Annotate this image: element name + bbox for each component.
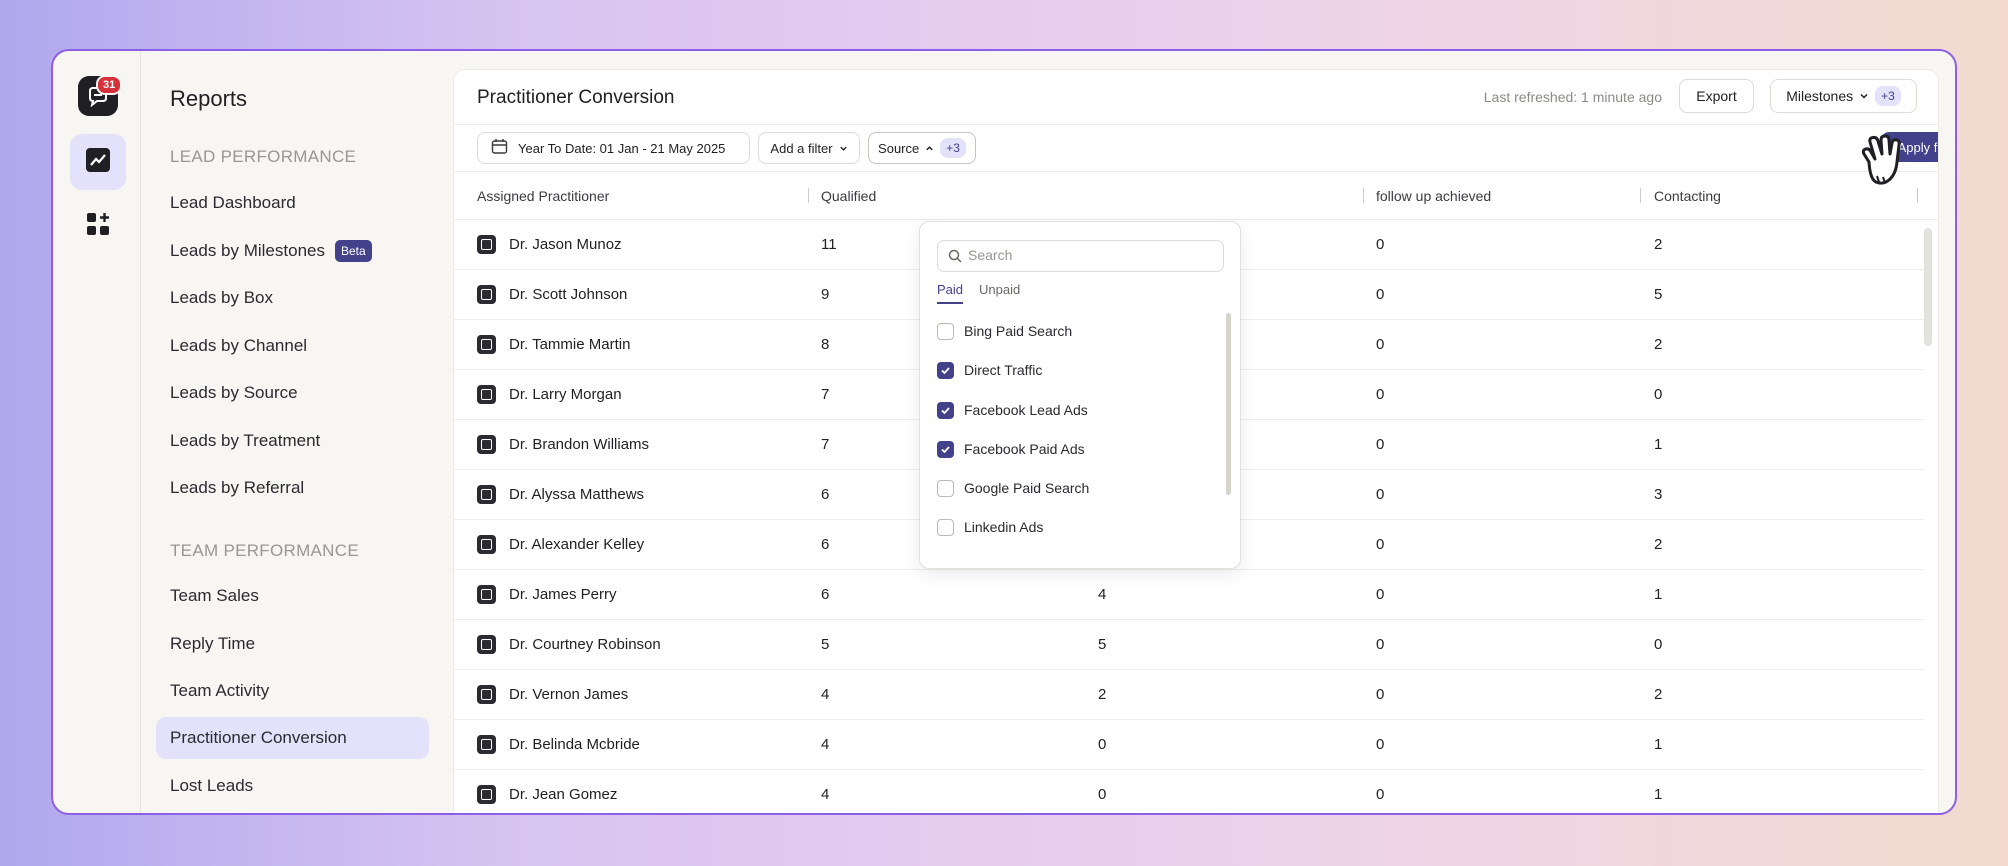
- apps-nav-button[interactable]: [70, 198, 126, 254]
- practitioner-icon: [477, 485, 496, 504]
- practitioner-icon: [477, 285, 496, 304]
- table-scrollbar[interactable]: [1924, 228, 1932, 346]
- table-row[interactable]: Dr. Jean Gomez 4 0 0 1: [454, 770, 1924, 813]
- filterbar-divider: [454, 171, 1938, 172]
- chat-logo-icon: [89, 87, 107, 107]
- practitioner-icon: [477, 785, 496, 804]
- sidebar-item-leads-by-channel[interactable]: Leads by Channel: [170, 336, 308, 355]
- notification-badge: 31: [96, 75, 123, 95]
- sidebar-item-practitioner-conversion[interactable]: Practitioner Conversion: [156, 717, 429, 759]
- icon-rail: 31: [53, 51, 141, 813]
- dropdown-scrollbar[interactable]: [1226, 313, 1231, 495]
- reports-nav-button[interactable]: [70, 134, 126, 190]
- sidebar-item-leads-by-milestones[interactable]: Leads by Milestones Beta: [156, 230, 429, 272]
- source-search-input[interactable]: [968, 247, 1208, 263]
- checkbox-checked[interactable]: [937, 361, 954, 379]
- practitioner-icon: [477, 335, 496, 354]
- sidebar-item-lead-dashboard[interactable]: Lead Dashboard: [170, 193, 296, 212]
- sidebar-item-leads-by-treatment[interactable]: Leads by Treatment: [170, 431, 321, 450]
- calendar-icon: [491, 138, 508, 158]
- tab-paid[interactable]: Paid: [937, 282, 964, 304]
- checkbox-checked[interactable]: [937, 401, 954, 419]
- sidebar-item-team-sales[interactable]: Team Sales: [170, 586, 259, 605]
- checkbox[interactable]: [937, 322, 954, 340]
- column-resize-handle[interactable]: [1917, 188, 1918, 203]
- table-row[interactable]: Dr. Vernon James 4 2 0 2: [454, 670, 1924, 720]
- search-icon: [948, 249, 962, 268]
- checkbox[interactable]: [937, 518, 954, 536]
- column-resize-handle[interactable]: [808, 188, 809, 203]
- column-resize-handle[interactable]: [1640, 188, 1641, 203]
- practitioner-icon: [477, 535, 496, 554]
- date-range-filter[interactable]: Year To Date: 01 Jan - 21 May 2025: [477, 132, 750, 164]
- hand-pointer-cursor-icon: [1855, 132, 1913, 195]
- sidebar-item-reply-time[interactable]: Reply Time: [170, 634, 256, 653]
- source-option-facebook-lead-ads[interactable]: Facebook Lead Ads: [937, 399, 1088, 421]
- section-heading-team-performance: TEAM PERFORMANCE: [170, 541, 359, 560]
- chevron-down-icon: [839, 141, 848, 156]
- sidebar-item-leads-by-referral[interactable]: Leads by Referral: [170, 478, 305, 497]
- practitioner-icon: [477, 585, 496, 604]
- checkbox[interactable]: [937, 479, 954, 497]
- sidebar-item-leads-by-box[interactable]: Leads by Box: [170, 288, 274, 307]
- source-option-google-paid-search[interactable]: Google Paid Search: [937, 477, 1089, 499]
- chevron-up-icon: [925, 141, 934, 156]
- beta-badge: Beta: [334, 240, 372, 262]
- source-filter-dropdown: Paid Unpaid Bing Paid Search Direct Traf…: [919, 221, 1241, 569]
- app-window: 31 Reports LEAD PERFORMANCE Lead Dashboa…: [51, 49, 1957, 815]
- export-button[interactable]: Export: [1679, 79, 1754, 113]
- table-row[interactable]: Dr. James Perry 6 4 0 1: [454, 570, 1924, 620]
- sidebar-item-lost-leads[interactable]: Lost Leads: [170, 776, 254, 795]
- practitioner-icon: [477, 385, 496, 404]
- column-header-qualified[interactable]: Qualified: [821, 188, 877, 204]
- add-filter-button[interactable]: Add a filter: [758, 132, 860, 164]
- header-divider: [454, 124, 1938, 125]
- checkbox-checked[interactable]: [937, 440, 954, 458]
- practitioner-icon: [477, 235, 496, 254]
- page-title: Practitioner Conversion: [477, 87, 675, 108]
- source-option-bing-paid-search[interactable]: Bing Paid Search: [937, 320, 1072, 342]
- table-row[interactable]: Dr. Belinda Mcbride 4 0 0 1: [454, 720, 1924, 770]
- source-option-direct-traffic[interactable]: Direct Traffic: [937, 359, 1042, 381]
- section-heading-lead-performance: LEAD PERFORMANCE: [170, 147, 357, 166]
- sidebar-item-leads-by-source[interactable]: Leads by Source: [170, 383, 298, 402]
- sidebar-title: Reports: [170, 86, 248, 111]
- source-option-facebook-paid-ads[interactable]: Facebook Paid Ads: [937, 438, 1085, 460]
- chart-icon: [85, 147, 111, 178]
- check-icon: [941, 445, 950, 453]
- check-icon: [941, 366, 950, 374]
- source-option-linkedin-ads[interactable]: Linkedin Ads: [937, 516, 1043, 538]
- source-count-badge: +3: [940, 138, 966, 158]
- source-search-field[interactable]: [937, 240, 1224, 272]
- source-filter-button[interactable]: Source +3: [868, 132, 976, 164]
- practitioner-icon: [477, 735, 496, 754]
- table-header: Assigned Practitioner Qualified follow u…: [454, 172, 1938, 220]
- table-row[interactable]: Dr. Courtney Robinson 5 5 0 0: [454, 620, 1924, 670]
- grid-plus-icon: [85, 211, 111, 242]
- column-header-assigned-practitioner[interactable]: Assigned Practitioner: [477, 188, 610, 204]
- tab-unpaid[interactable]: Unpaid: [979, 282, 1021, 297]
- practitioner-icon: [477, 635, 496, 654]
- practitioner-icon: [477, 435, 496, 454]
- last-refreshed-text: Last refreshed: 1 minute ago: [1483, 89, 1662, 105]
- check-icon: [941, 406, 950, 414]
- column-header-contacting[interactable]: Contacting: [1654, 188, 1721, 204]
- table-row[interactable]: Dr. Alexander Kelley6102: [454, 520, 1924, 570]
- chevron-down-icon: [1859, 88, 1869, 104]
- milestones-count-badge: +3: [1875, 86, 1901, 106]
- sidebar-item-team-activity[interactable]: Team Activity: [170, 681, 270, 700]
- reports-sidebar: Reports LEAD PERFORMANCE Lead Dashboard …: [141, 51, 453, 813]
- column-header-follow-up-achieved[interactable]: follow up achieved: [1376, 188, 1492, 204]
- milestones-dropdown[interactable]: Milestones +3: [1770, 79, 1917, 113]
- column-resize-handle[interactable]: [1363, 188, 1364, 203]
- practitioner-icon: [477, 685, 496, 704]
